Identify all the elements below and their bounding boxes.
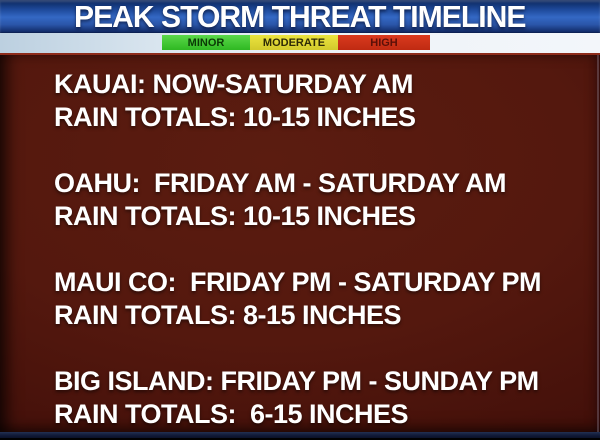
- title-banner: PEAK STORM THREAT TIMELINE: [0, 0, 600, 34]
- legend-label-high: HIGH: [370, 36, 398, 49]
- rain-totals-text: RAIN TOTALS: 6-15 INCHES: [54, 399, 409, 429]
- legend-label-minor: MINOR: [187, 36, 225, 49]
- timeline-entry-kauai: KAUAI: NOW-SATURDAY AM RAIN TOTALS: 10-1…: [54, 68, 600, 134]
- region-timing-text: KAUAI: NOW-SATURDAY AM: [54, 69, 413, 99]
- legend-chip-moderate: MODERATE: [250, 35, 338, 50]
- region-timing-text: BIG ISLAND: FRIDAY PM - SUNDAY PM: [54, 366, 539, 396]
- rain-totals-text: RAIN TOTALS: 10-15 INCHES: [54, 102, 416, 132]
- timeline-entry-maui: MAUI CO: FRIDAY PM - SATURDAY PM RAIN TO…: [54, 266, 600, 332]
- sky-strip: MINOR MODERATE HIGH: [0, 33, 600, 53]
- bottom-edge-bar: [0, 432, 600, 438]
- timeline-entry-big-island: BIG ISLAND: FRIDAY PM - SUNDAY PM RAIN T…: [54, 365, 600, 431]
- rain-totals-text: RAIN TOTALS: 10-15 INCHES: [54, 201, 416, 231]
- legend-label-moderate: MODERATE: [262, 36, 326, 49]
- timeline-panel: KAUAI: NOW-SATURDAY AM RAIN TOTALS: 10-1…: [0, 53, 600, 432]
- page-title: PEAK STORM THREAT TIMELINE: [74, 0, 526, 34]
- timeline-entry-oahu: OAHU: FRIDAY AM - SATURDAY AM RAIN TOTAL…: [54, 167, 600, 233]
- region-timing-text: MAUI CO: FRIDAY PM - SATURDAY PM: [54, 267, 542, 297]
- rain-totals-text: RAIN TOTALS: 8-15 INCHES: [54, 300, 402, 330]
- region-timing-text: OAHU: FRIDAY AM - SATURDAY AM: [54, 168, 507, 198]
- severity-legend: MINOR MODERATE HIGH: [162, 35, 430, 50]
- legend-chip-minor: MINOR: [162, 35, 250, 50]
- legend-chip-high: HIGH: [338, 35, 430, 50]
